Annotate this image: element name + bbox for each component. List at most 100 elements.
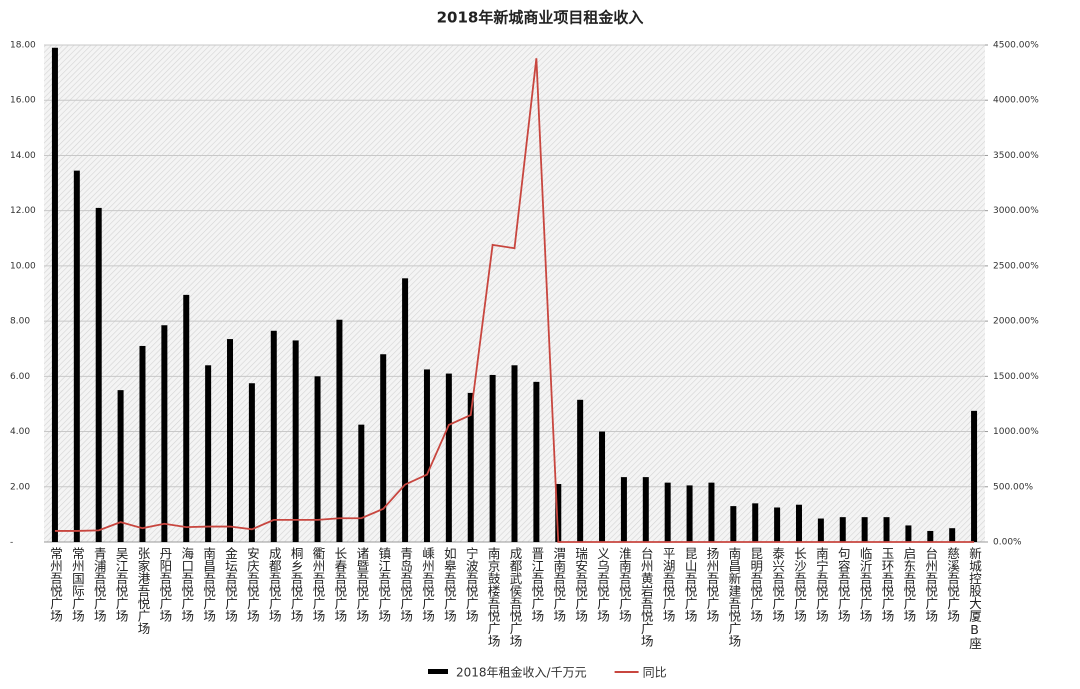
bar — [577, 399, 584, 542]
x-tick-label: 义乌吾悦广场 — [595, 547, 611, 622]
bar — [380, 354, 387, 542]
y-tick-label: - — [10, 538, 13, 548]
x-tick-label: 长春吾悦广场 — [332, 547, 348, 622]
y2-tick-label: 4500.00% — [993, 41, 1039, 51]
legend-label: 2018年租金收入/千万元 — [456, 665, 587, 680]
bar — [817, 518, 824, 542]
x-tick-label: 晋江吾悦广场 — [529, 547, 545, 622]
x-tick-label: 南京鼓楼吾悦广场 — [485, 547, 501, 647]
x-tick-label: 常州吾悦广场 — [47, 547, 63, 622]
x-tick-label: 平湖吾悦广场 — [660, 547, 676, 622]
bar — [839, 517, 846, 542]
x-tick-label: 台州吾悦广场 — [923, 547, 939, 622]
x-tick-label: 淮南吾悦广场 — [616, 547, 632, 622]
legend-swatch — [428, 669, 448, 674]
y-tick-label: 4.00 — [10, 427, 30, 437]
x-tick-label: 新城控股大厦B座 — [967, 547, 983, 650]
bar — [971, 410, 978, 542]
x-tick-label: 如皋吾悦广场 — [441, 547, 457, 622]
x-tick-label: 临沂吾悦广场 — [857, 547, 873, 622]
x-tick-label: 南昌新建吾悦广场 — [726, 547, 742, 647]
chart-title: 2018年新城商业项目租金收入 — [437, 9, 644, 27]
y2-tick-label: 2000.00% — [993, 317, 1039, 327]
x-tick-label: 衢州吾悦广场 — [310, 547, 326, 622]
bar — [861, 517, 868, 542]
x-tick-label: 扬州吾悦广场 — [704, 547, 720, 622]
bar — [423, 369, 430, 542]
bar — [314, 376, 321, 542]
bar — [336, 319, 343, 542]
bar — [642, 477, 649, 542]
bar — [445, 373, 452, 542]
bar — [795, 504, 802, 542]
bar — [51, 47, 58, 543]
x-tick-label: 台州黄岩吾悦广场 — [638, 547, 654, 647]
x-tick-label: 张家港吾悦广场 — [135, 547, 151, 635]
bar — [730, 506, 737, 542]
x-tick-label: 镇江吾悦广场 — [376, 547, 392, 622]
bar — [95, 207, 102, 542]
x-tick-label: 丹阳吾悦广场 — [157, 547, 173, 622]
bar — [620, 477, 627, 542]
y2-tick-label: 4000.00% — [993, 96, 1039, 106]
bar — [664, 482, 671, 542]
x-tick-label: 青浦吾悦广场 — [91, 547, 107, 622]
x-tick-label: 青岛吾悦广场 — [398, 547, 414, 622]
x-tick-label: 海口吾悦广场 — [179, 547, 195, 622]
x-tick-label: 金坛吾悦广场 — [223, 547, 238, 622]
bar — [533, 381, 540, 542]
y-tick-label: 16.00 — [10, 96, 36, 106]
bar — [227, 339, 234, 542]
line — [54, 58, 975, 543]
bar — [73, 170, 80, 542]
x-tick-label: 长沙吾悦广场 — [791, 547, 807, 622]
y2-tick-label: 2500.00% — [993, 261, 1039, 271]
y2-tick-label: 3000.00% — [993, 206, 1039, 216]
bar — [511, 365, 518, 542]
x-tick-label: 句容吾悦广场 — [835, 547, 851, 622]
x-tick-label: 南昌吾悦广场 — [201, 547, 217, 622]
bar — [708, 482, 715, 542]
bar — [248, 383, 255, 542]
bar — [358, 424, 365, 542]
x-tick-label: 常州国际广场 — [69, 547, 85, 622]
legend-label: 同比 — [643, 666, 667, 680]
x-tick-label: 南宁吾悦广场 — [813, 547, 829, 622]
y-tick-label: 14.00 — [10, 151, 36, 161]
x-tick-label: 成都武侯吾悦广场 — [507, 547, 523, 647]
bar — [270, 330, 277, 542]
y-tick-label: 2.00 — [10, 482, 30, 492]
x-tick-label: 瑞安吾悦广场 — [573, 547, 589, 622]
bar — [905, 525, 912, 542]
x-tick-label: 昆山吾悦广场 — [682, 547, 698, 622]
y2-tick-label: 1500.00% — [993, 372, 1039, 382]
x-tick-label: 慈溪吾悦广场 — [945, 547, 961, 622]
y-tick-label: 8.00 — [10, 317, 30, 327]
bar — [117, 390, 124, 542]
bar — [205, 365, 212, 542]
bar — [161, 325, 168, 542]
y-tick-label: 10.00 — [10, 261, 36, 271]
bar — [555, 484, 562, 542]
bar — [139, 345, 146, 542]
y2-tick-label: 0.00% — [993, 538, 1022, 548]
bar — [292, 340, 299, 542]
x-tick-label: 宁波吾悦广场 — [463, 547, 479, 622]
bar — [927, 530, 934, 542]
x-tick-label: 启东吾悦广场 — [901, 547, 917, 622]
x-tick-label: 诸暨吾悦广场 — [354, 547, 370, 622]
x-tick-label: 嵊州吾悦广场 — [419, 547, 435, 622]
bar — [489, 374, 496, 542]
bar — [752, 503, 759, 542]
bar — [774, 507, 781, 542]
x-tick-label: 吴江吾悦广场 — [113, 547, 129, 622]
bar — [467, 392, 474, 542]
y2-tick-label: 3500.00% — [993, 151, 1039, 161]
y-tick-label: 6.00 — [10, 372, 30, 382]
bar — [183, 294, 190, 542]
bar — [402, 278, 409, 542]
y-tick-label: 18.00 — [10, 41, 36, 51]
x-tick-label: 昆明吾悦广场 — [748, 547, 764, 622]
